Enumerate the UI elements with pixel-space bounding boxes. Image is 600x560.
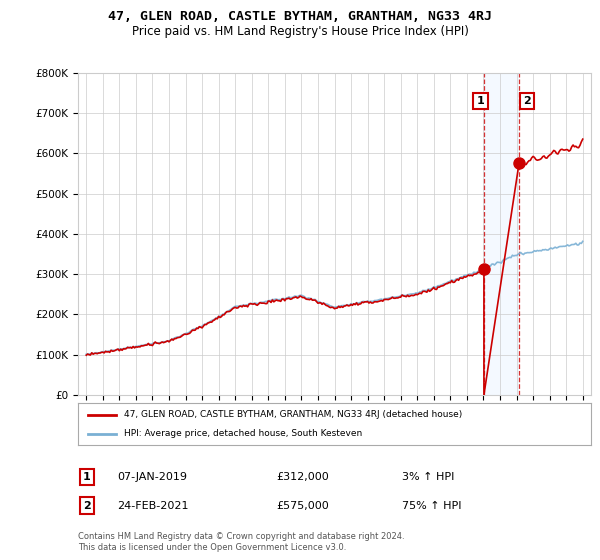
Text: 1: 1 [477, 96, 484, 106]
Text: Contains HM Land Registry data © Crown copyright and database right 2024.
This d: Contains HM Land Registry data © Crown c… [78, 532, 404, 552]
Text: 3% ↑ HPI: 3% ↑ HPI [402, 472, 454, 482]
Text: 47, GLEN ROAD, CASTLE BYTHAM, GRANTHAM, NG33 4RJ: 47, GLEN ROAD, CASTLE BYTHAM, GRANTHAM, … [108, 10, 492, 22]
Text: 1: 1 [83, 472, 91, 482]
Text: 47, GLEN ROAD, CASTLE BYTHAM, GRANTHAM, NG33 4RJ (detached house): 47, GLEN ROAD, CASTLE BYTHAM, GRANTHAM, … [124, 410, 463, 419]
Text: 2: 2 [83, 501, 91, 511]
Text: £312,000: £312,000 [276, 472, 329, 482]
Text: 75% ↑ HPI: 75% ↑ HPI [402, 501, 461, 511]
Text: 24-FEB-2021: 24-FEB-2021 [117, 501, 188, 511]
Text: HPI: Average price, detached house, South Kesteven: HPI: Average price, detached house, Sout… [124, 430, 362, 438]
Bar [484, 73, 519, 395]
Text: Price paid vs. HM Land Registry's House Price Index (HPI): Price paid vs. HM Land Registry's House … [131, 25, 469, 38]
Text: 07-JAN-2019: 07-JAN-2019 [117, 472, 187, 482]
Text: £575,000: £575,000 [276, 501, 329, 511]
Text: 2: 2 [523, 96, 531, 106]
